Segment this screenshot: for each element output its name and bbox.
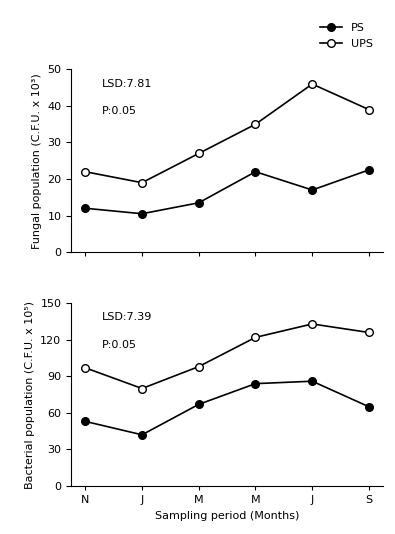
UPS (140, 179, 145, 186)
UPS (367, 106, 371, 113)
Line: PS: PS (81, 378, 373, 438)
PS (83, 418, 88, 425)
UPS (196, 363, 201, 370)
Line: PS: PS (81, 166, 373, 217)
Line: UPS: UPS (81, 320, 373, 392)
PS (196, 200, 201, 206)
Y-axis label: Bacterial population (C.F.U. x 10⁵): Bacterial population (C.F.U. x 10⁵) (25, 301, 35, 489)
Text: LSD:7.81: LSD:7.81 (102, 78, 153, 89)
X-axis label: Sampling period (Months): Sampling period (Months) (155, 511, 299, 521)
PS (253, 380, 258, 387)
Line: UPS: UPS (81, 80, 373, 186)
UPS (83, 365, 88, 371)
PS (196, 401, 201, 407)
PS (367, 167, 371, 173)
PS (253, 169, 258, 175)
Text: P:0.05: P:0.05 (102, 340, 137, 350)
Text: P:0.05: P:0.05 (102, 106, 137, 116)
Text: LSD:7.39: LSD:7.39 (102, 312, 153, 323)
Y-axis label: Fungal population (C.F.U. x 10³): Fungal population (C.F.U. x 10³) (32, 73, 42, 249)
UPS (83, 169, 88, 175)
UPS (310, 321, 314, 327)
UPS (253, 334, 258, 341)
UPS (310, 81, 314, 87)
UPS (140, 386, 145, 392)
PS (140, 210, 145, 217)
PS (140, 431, 145, 438)
Legend: PS, UPS: PS, UPS (316, 19, 378, 53)
UPS (196, 150, 201, 156)
PS (367, 404, 371, 410)
PS (83, 205, 88, 211)
PS (310, 378, 314, 384)
UPS (253, 121, 258, 128)
PS (310, 187, 314, 193)
UPS (367, 329, 371, 336)
